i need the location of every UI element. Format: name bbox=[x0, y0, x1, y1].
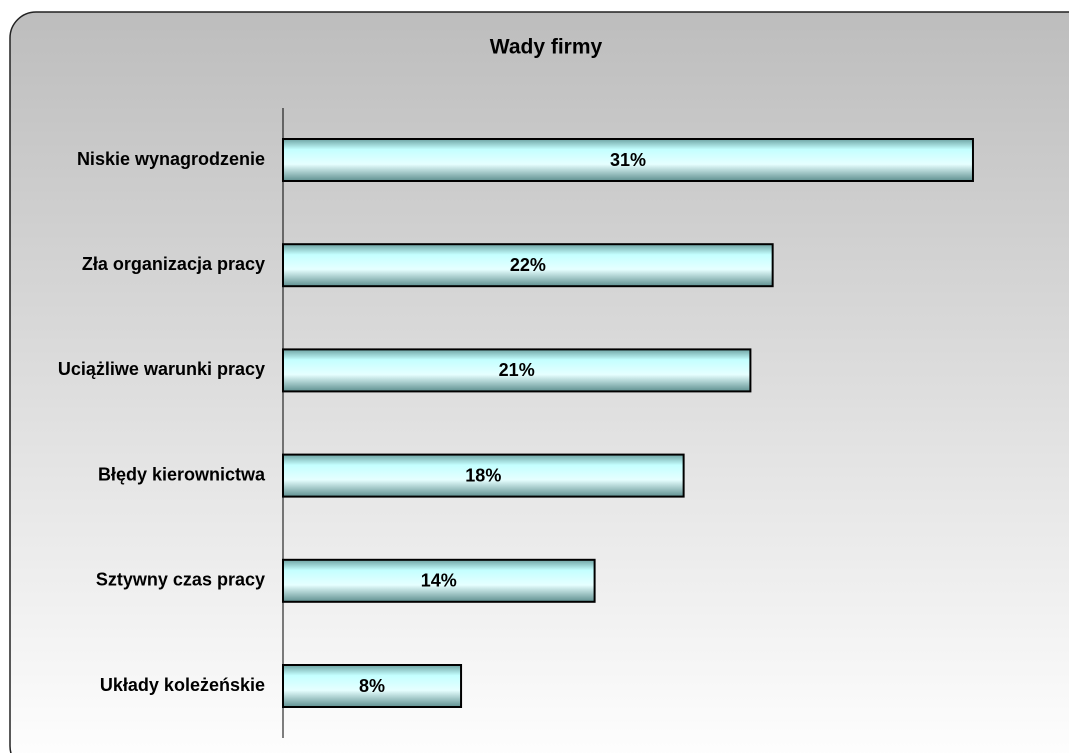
y-tick-label: Sztywny czas pracy bbox=[96, 570, 265, 590]
data-label: 8% bbox=[359, 676, 385, 696]
bar bbox=[282, 348, 752, 393]
bar bbox=[282, 243, 774, 288]
y-tick-label: Błędy kierownictwa bbox=[98, 464, 266, 484]
data-label: 22% bbox=[510, 255, 546, 275]
data-label: 14% bbox=[421, 571, 457, 591]
data-label: 31% bbox=[610, 150, 646, 170]
y-tick-label: Układy koleżeńskie bbox=[100, 675, 265, 695]
chart-title: Wady firmy bbox=[490, 36, 603, 59]
data-label: 18% bbox=[465, 465, 501, 485]
y-tick-label: Niskie wynagrodzenie bbox=[77, 149, 265, 169]
y-tick-label: Uciążliwe warunki pracy bbox=[58, 359, 265, 379]
bar bbox=[282, 453, 685, 498]
data-label: 21% bbox=[499, 360, 535, 380]
bar bbox=[282, 558, 596, 603]
bar bbox=[282, 138, 974, 182]
bar bbox=[282, 664, 463, 708]
y-tick-label: Zła organizacja pracy bbox=[82, 254, 265, 274]
